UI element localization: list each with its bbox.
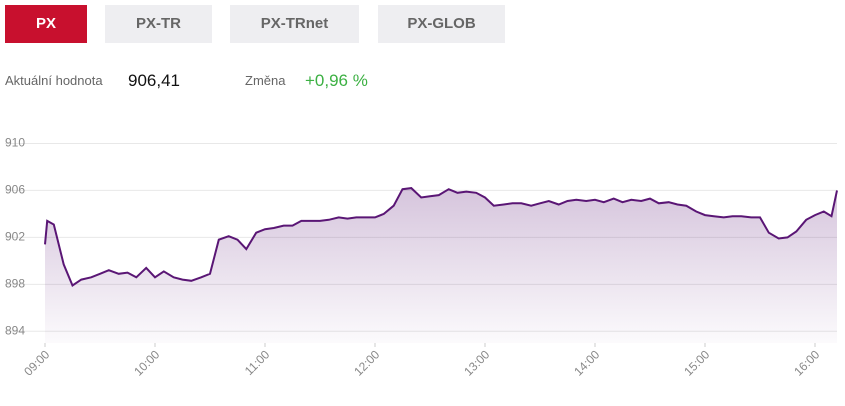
change-label: Změna [245,73,286,88]
tab[interactable]: PX [5,5,87,43]
x-tick-label: 11:00 [242,347,273,378]
value: 906,41 [128,71,180,90]
area [45,188,837,343]
x-tick-label: 10:00 [131,347,162,378]
x-tick-label: 13:00 [461,347,492,378]
line [44,187,838,288]
y-tick-label: 910 [5,136,25,150]
tab[interactable]: PX-GLOB [378,5,505,43]
x-tick-label: 15:00 [681,347,712,378]
x-tick-label: 14:00 [571,347,602,378]
y-tick-label: 898 [5,276,25,290]
tab[interactable]: PX-TRnet [230,5,359,43]
value-label: Aktuální hodnota [5,73,103,88]
y-tick-label: 902 [5,230,25,244]
y-tick-label: 894 [5,323,25,337]
x-tick-label: 16:00 [791,347,822,378]
x-tick-label: 09:00 [21,347,52,378]
x-tick-label: 12:00 [351,347,382,378]
tab[interactable]: PX-TR [105,5,212,43]
change: +0,96 % [305,71,368,90]
y-tick-label: 906 [5,183,25,197]
